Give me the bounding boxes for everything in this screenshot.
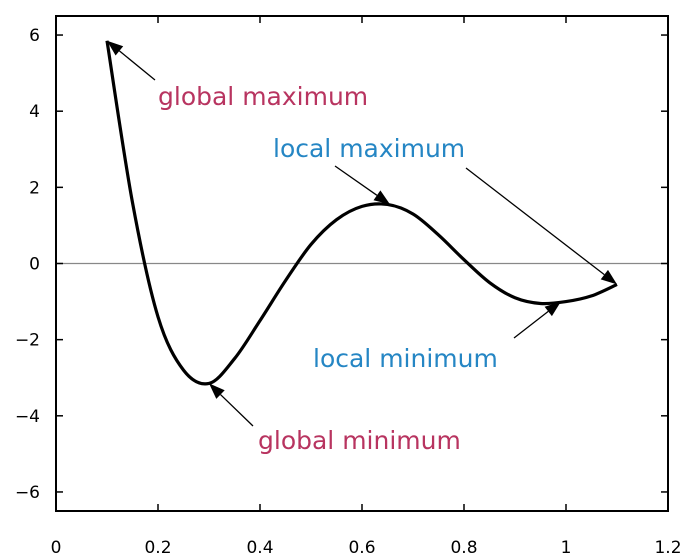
annotation-arrow-line — [465, 167, 605, 276]
x-tick-label: 1.2 — [654, 538, 681, 557]
x-tick-label: 0 — [51, 538, 62, 557]
axis-ticks: 0 0.2 0.4 0.6 0.8 1 1.2 6 4 2 0 −2 −4 −6 — [15, 16, 682, 557]
x-tick-label: 1 — [561, 538, 572, 557]
y-tick-label: −4 — [15, 407, 40, 427]
annotation-arrow-line — [513, 310, 549, 339]
annotation-arrow-line — [220, 394, 254, 427]
annotation-label: global minimum — [258, 426, 461, 455]
y-tick-label: 2 — [29, 178, 40, 198]
annotation-arrow-head — [373, 190, 391, 205]
annotation-arrow-head — [209, 383, 225, 399]
x-tick-label: 0.8 — [450, 538, 477, 557]
y-tick-label: 6 — [29, 26, 40, 46]
annotation-label: global maximum — [158, 82, 368, 111]
y-tick-label: 0 — [29, 255, 40, 275]
annotation-labels: global maximum local maximum local minimum… — [158, 82, 498, 455]
y-tick-label: −6 — [15, 483, 40, 503]
annotation-arrow-head — [107, 40, 124, 56]
y-tick-label: 4 — [29, 102, 40, 122]
annotation-arrow-head — [600, 269, 617, 285]
plot-frame — [55, 15, 669, 512]
annotation-arrows — [107, 40, 617, 427]
series-layer — [105, 40, 618, 386]
annotation-arrow-line — [118, 50, 156, 81]
x-tick-label: 0.4 — [246, 538, 273, 557]
y-tick-label: −2 — [15, 331, 40, 351]
annotation-label: local minimum — [313, 344, 498, 373]
annotation-label: local maximum — [273, 134, 465, 163]
annotation-arrow-head — [544, 301, 561, 317]
x-tick-label: 0.6 — [348, 538, 375, 557]
annotation-arrow-line — [334, 165, 378, 196]
series-line-0 — [105, 40, 618, 386]
x-tick-label: 0.2 — [144, 538, 171, 557]
